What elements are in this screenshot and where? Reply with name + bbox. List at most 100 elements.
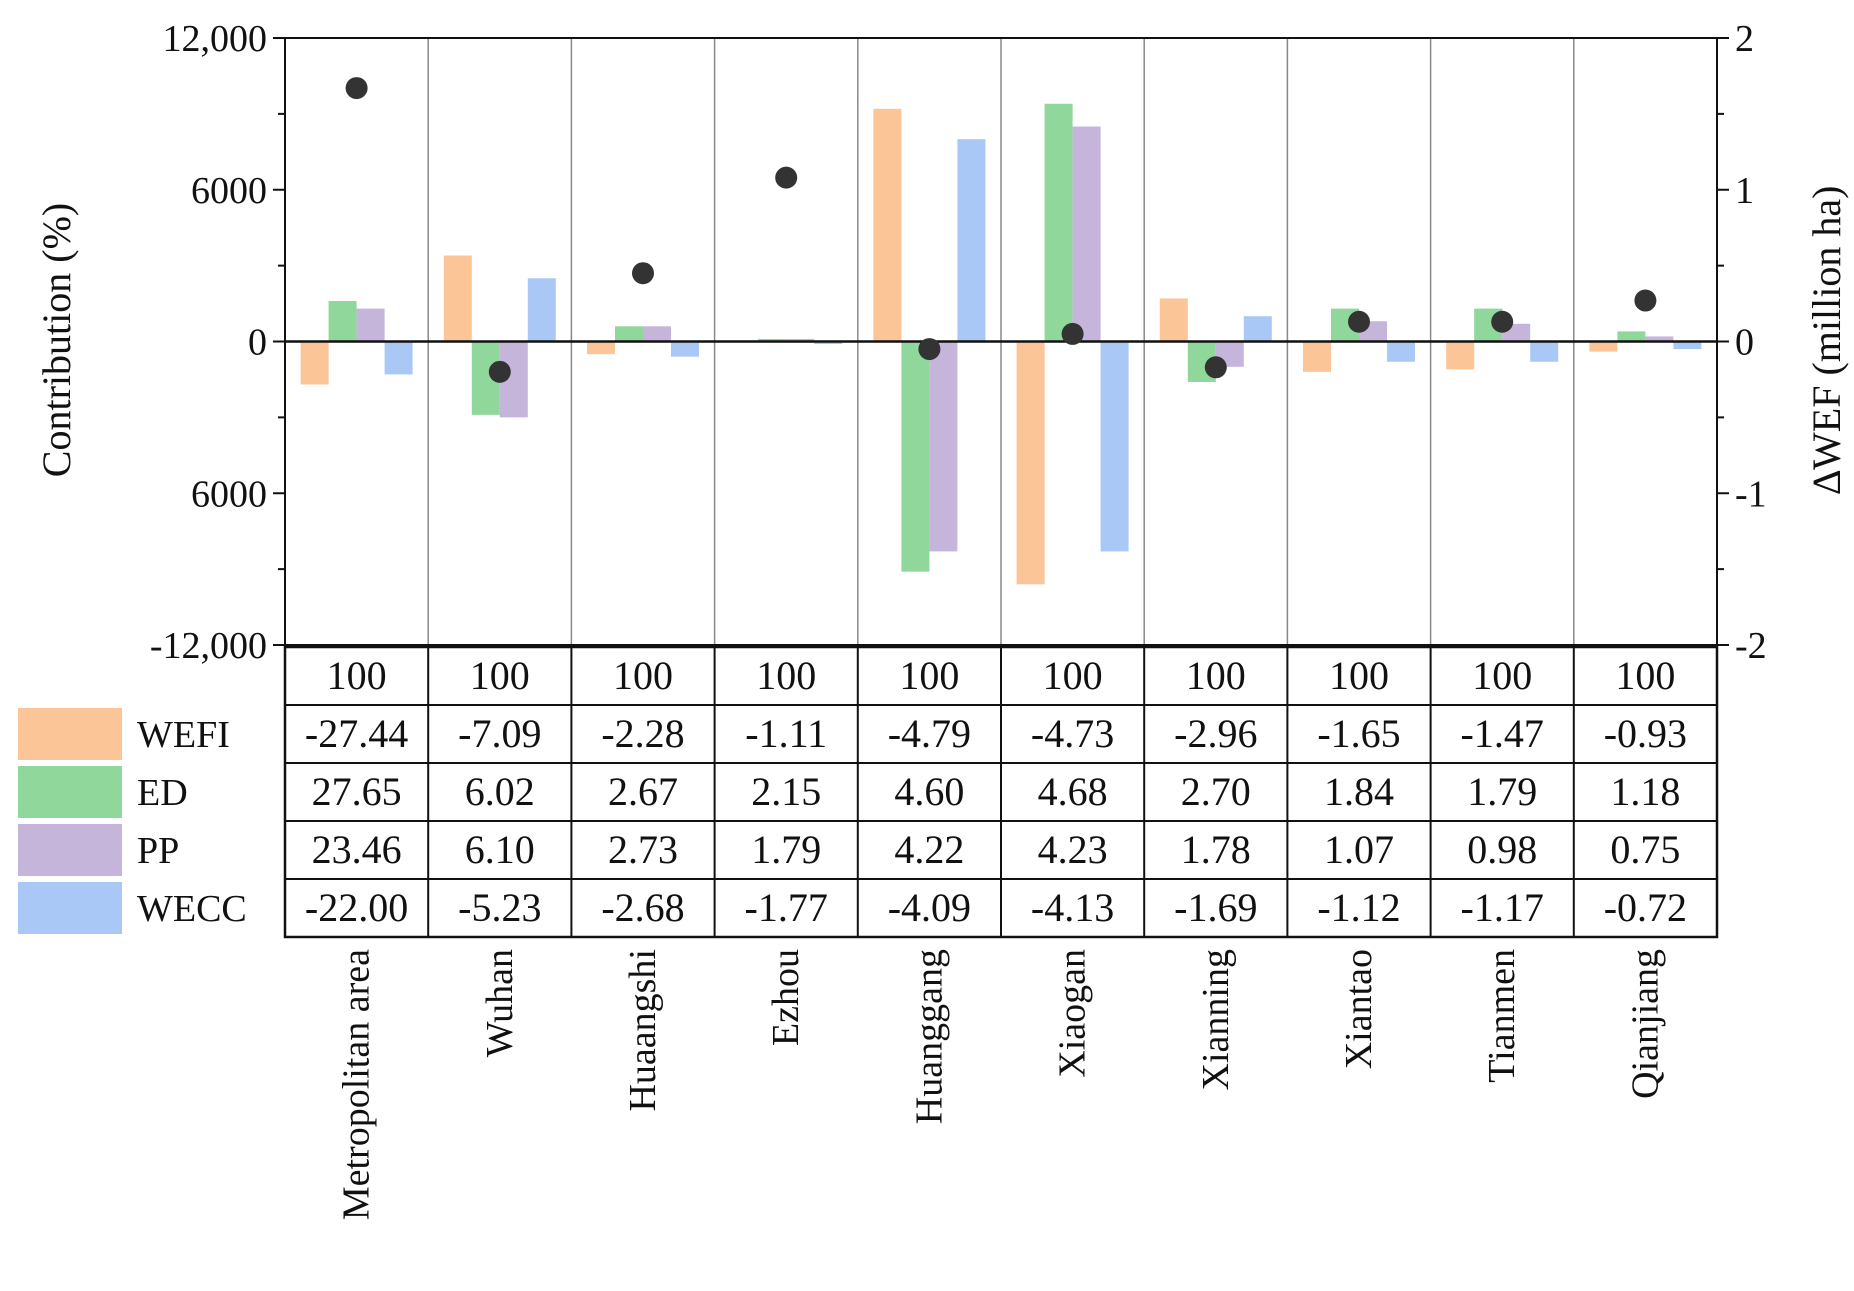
delta-wef-point-1 xyxy=(488,360,511,383)
table-cell: -27.44 xyxy=(305,711,408,756)
bar-ed-2 xyxy=(615,326,643,342)
category-label: Xiaogan xyxy=(1052,949,1094,1078)
bar-pp-3 xyxy=(786,338,815,342)
bar-ed-9 xyxy=(1617,331,1646,342)
bar-ed-3 xyxy=(758,338,787,342)
bar-wecc-0 xyxy=(384,341,413,375)
table-cell: 1.18 xyxy=(1610,769,1680,814)
table-cell: -1.69 xyxy=(1174,885,1257,930)
table-cell: 2.67 xyxy=(608,769,678,814)
table-cell: 0.98 xyxy=(1467,827,1537,872)
table-cell: 6.02 xyxy=(465,769,535,814)
y-axis-title: Contribution (%) xyxy=(34,203,79,477)
bar-ed-0 xyxy=(328,301,357,342)
y2-axis-title: ∆WEF (million ha) xyxy=(1804,186,1849,495)
table-cell: 100 xyxy=(470,653,530,698)
table-cell: -1.77 xyxy=(745,885,828,930)
y-tick-label: 0 xyxy=(248,322,267,364)
bar-pp-2 xyxy=(643,326,671,342)
bar-wecc-1 xyxy=(527,278,556,342)
table-cell: 100 xyxy=(1472,653,1532,698)
legend-label-ed: ED xyxy=(137,772,188,814)
table-cell: 1.79 xyxy=(751,827,821,872)
delta-wef-point-9 xyxy=(1634,289,1657,312)
bar-wefi-7 xyxy=(1303,341,1331,372)
bar-wefi-0 xyxy=(300,341,329,385)
table-cell: -2.68 xyxy=(601,885,684,930)
category-label: Wuhan xyxy=(479,949,521,1057)
table-cell: -0.72 xyxy=(1604,885,1687,930)
bar-wefi-4 xyxy=(873,108,902,342)
table-cell: 100 xyxy=(1186,653,1246,698)
legend-label-wefi: WEFI xyxy=(137,714,230,756)
table-cell: -1.65 xyxy=(1317,711,1400,756)
table-cell: -1.47 xyxy=(1461,711,1544,756)
y2-tick-label: 0 xyxy=(1735,322,1754,364)
y2-tick-label: -2 xyxy=(1735,625,1767,667)
bar-wecc-4 xyxy=(957,139,986,342)
legend-swatch-wefi xyxy=(18,708,122,760)
bar-wecc-6 xyxy=(1243,316,1272,342)
category-label: Tianmen xyxy=(1481,949,1523,1083)
table-cell: -4.73 xyxy=(1031,711,1114,756)
y-tick-label: 6000 xyxy=(191,170,267,212)
bar-wefi-5 xyxy=(1016,341,1045,585)
table-cell: 1.79 xyxy=(1467,769,1537,814)
table-cell: 2.70 xyxy=(1181,769,1251,814)
bar-wefi-1 xyxy=(443,255,472,342)
legend-swatch-wecc xyxy=(18,882,122,934)
table-cell: 100 xyxy=(1043,653,1103,698)
table-cell: 6.10 xyxy=(465,827,535,872)
table-cell: -5.23 xyxy=(458,885,541,930)
delta-wef-point-2 xyxy=(632,262,654,285)
y2-tick-label: 2 xyxy=(1735,18,1754,60)
table-cell: -7.09 xyxy=(458,711,541,756)
table-cell: -4.09 xyxy=(888,885,971,930)
bar-wecc-5 xyxy=(1100,341,1129,552)
category-label: Metropolitan area xyxy=(336,949,378,1220)
table-cell: -4.79 xyxy=(888,711,971,756)
bar-wefi-6 xyxy=(1159,298,1188,342)
bar-wecc-9 xyxy=(1673,341,1702,350)
category-labels: Metropolitan area Wuhan Huaangshi Ezhou Huan… xyxy=(336,949,1667,1220)
bar-wecc-2 xyxy=(671,341,699,357)
bar-pp-4 xyxy=(929,341,958,552)
y-tick-label: 6000 xyxy=(191,473,267,515)
bar-wefi-2 xyxy=(587,341,615,355)
table-cell: 27.65 xyxy=(312,769,402,814)
bar-ed-5 xyxy=(1044,103,1073,342)
delta-wef-point-7 xyxy=(1348,310,1370,333)
table-cell: 1.78 xyxy=(1181,827,1251,872)
legend-label-wecc: WECC xyxy=(137,888,247,930)
legend-swatch-ed xyxy=(18,766,122,818)
bar-wefi-8 xyxy=(1446,341,1475,370)
delta-wef-point-5 xyxy=(1061,322,1084,345)
table-cell: 1.07 xyxy=(1324,827,1394,872)
bar-pp-5 xyxy=(1072,126,1101,342)
category-label: Qianjiang xyxy=(1624,949,1666,1099)
table-cell: 100 xyxy=(327,653,387,698)
table-cell: 4.22 xyxy=(894,827,964,872)
axes-layer: 12,000 6000 0 6000 -12,000 2 1 0 -1 -2 xyxy=(150,18,1767,667)
table-cell: 100 xyxy=(899,653,959,698)
bar-wefi-9 xyxy=(1589,341,1618,352)
category-label: Xiantao xyxy=(1338,949,1380,1069)
table-cell: 23.46 xyxy=(312,827,402,872)
y2-tick-label: -1 xyxy=(1735,473,1767,515)
table-cell: -22.00 xyxy=(305,885,408,930)
y-tick-label: -12,000 xyxy=(150,625,267,667)
bars-layer xyxy=(300,103,1702,585)
category-label: Huanggang xyxy=(908,949,950,1124)
delta-wef-point-0 xyxy=(345,77,368,100)
category-label: Huaangshi xyxy=(622,949,664,1112)
delta-wef-point-3 xyxy=(775,166,798,189)
table-cell: 100 xyxy=(613,653,673,698)
table-cell: 0.75 xyxy=(1610,827,1680,872)
y-tick-label: 12,000 xyxy=(163,18,268,60)
table-cell: -1.11 xyxy=(745,711,827,756)
table-cell: -2.96 xyxy=(1174,711,1257,756)
table-cell: 4.60 xyxy=(894,769,964,814)
data-table: 100 100 100 100 100 100 100 100 100 100 -27.44 -7.0… xyxy=(283,645,1719,939)
points-layer xyxy=(345,77,1657,383)
